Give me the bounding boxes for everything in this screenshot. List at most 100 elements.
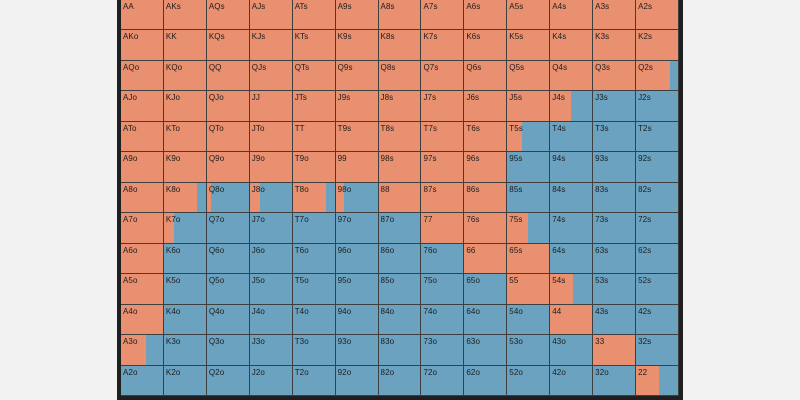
hand-cell-t7o[interactable]: T7o xyxy=(292,213,336,244)
hand-cell-k5o[interactable]: K5o xyxy=(163,274,207,305)
hand-cell-32o[interactable]: 32o xyxy=(593,365,637,396)
hand-cell-k8o[interactable]: K8o xyxy=(163,182,207,214)
hand-cell-95s[interactable]: 95s xyxy=(507,152,551,183)
hand-cell-k3s[interactable]: K3s xyxy=(593,30,637,61)
hand-cell-94s[interactable]: 94s xyxy=(550,152,594,183)
hand-cell-t3s[interactable]: T3s xyxy=(593,121,637,153)
hand-cell-a2s[interactable]: A2s xyxy=(636,0,679,31)
hand-cell-82o[interactable]: 82o xyxy=(378,365,422,396)
hand-cell-75s[interactable]: 75s xyxy=(507,213,551,244)
hand-cell-ajo[interactable]: AJo xyxy=(121,91,164,122)
hand-cell-a6s[interactable]: A6s xyxy=(464,0,508,31)
hand-cell-t2o[interactable]: T2o xyxy=(292,365,336,396)
hand-cell-96o[interactable]: 96o xyxy=(335,243,379,275)
hand-cell-72o[interactable]: 72o xyxy=(421,365,465,396)
hand-cell-kk[interactable]: KK xyxy=(163,30,207,61)
hand-cell-jto[interactable]: JTo xyxy=(249,121,293,153)
hand-cell-k8s[interactable]: K8s xyxy=(378,30,422,61)
hand-cell-k5s[interactable]: K5s xyxy=(507,30,551,61)
hand-cell-k4o[interactable]: K4o xyxy=(163,304,207,336)
hand-cell-kqs[interactable]: KQs xyxy=(206,30,250,61)
hand-cell-j2s[interactable]: J2s xyxy=(636,91,679,122)
hand-cell-97o[interactable]: 97o xyxy=(335,213,379,244)
hand-cell-a9o[interactable]: A9o xyxy=(121,152,164,183)
hand-cell-j7s[interactable]: J7s xyxy=(421,91,465,122)
hand-cell-a7s[interactable]: A7s xyxy=(421,0,465,31)
hand-cell-84s[interactable]: 84s xyxy=(550,182,594,214)
hand-cell-99[interactable]: 99 xyxy=(335,152,379,183)
hand-cell-53o[interactable]: 53o xyxy=(507,335,551,366)
hand-cell-t6s[interactable]: T6s xyxy=(464,121,508,153)
hand-cell-93o[interactable]: 93o xyxy=(335,335,379,366)
hand-cell-k7s[interactable]: K7s xyxy=(421,30,465,61)
hand-cell-63s[interactable]: 63s xyxy=(593,243,637,275)
hand-cell-83o[interactable]: 83o xyxy=(378,335,422,366)
hand-cell-q7o[interactable]: Q7o xyxy=(206,213,250,244)
hand-cell-84o[interactable]: 84o xyxy=(378,304,422,336)
hand-cell-q5s[interactable]: Q5s xyxy=(507,60,551,92)
hand-cell-88[interactable]: 88 xyxy=(378,182,422,214)
hand-cell-q8s[interactable]: Q8s xyxy=(378,60,422,92)
hand-cell-j9s[interactable]: J9s xyxy=(335,91,379,122)
hand-cell-a6o[interactable]: A6o xyxy=(121,243,164,275)
hand-cell-ajs[interactable]: AJs xyxy=(249,0,293,31)
hand-cell-73o[interactable]: 73o xyxy=(421,335,465,366)
hand-cell-96s[interactable]: 96s xyxy=(464,152,508,183)
hand-cell-t5o[interactable]: T5o xyxy=(292,274,336,305)
hand-cell-k6o[interactable]: K6o xyxy=(163,243,207,275)
hand-cell-k7o[interactable]: K7o xyxy=(163,213,207,244)
hand-cell-87s[interactable]: 87s xyxy=(421,182,465,214)
hand-cell-q4o[interactable]: Q4o xyxy=(206,304,250,336)
hand-cell-98o[interactable]: 98o xyxy=(335,182,379,214)
hand-cell-j8s[interactable]: J8s xyxy=(378,91,422,122)
hand-cell-q8o[interactable]: Q8o xyxy=(206,182,250,214)
hand-cell-q3o[interactable]: Q3o xyxy=(206,335,250,366)
hand-cell-t7s[interactable]: T7s xyxy=(421,121,465,153)
hand-cell-74s[interactable]: 74s xyxy=(550,213,594,244)
hand-cell-t2s[interactable]: T2s xyxy=(636,121,679,153)
hand-cell-t9s[interactable]: T9s xyxy=(335,121,379,153)
hand-cell-qto[interactable]: QTo xyxy=(206,121,250,153)
hand-cell-t9o[interactable]: T9o xyxy=(292,152,336,183)
hand-cell-86s[interactable]: 86s xyxy=(464,182,508,214)
hand-cell-t8o[interactable]: T8o xyxy=(292,182,336,214)
hand-cell-86o[interactable]: 86o xyxy=(378,243,422,275)
hand-cell-aks[interactable]: AKs xyxy=(163,0,207,31)
hand-cell-kjo[interactable]: KJo xyxy=(163,91,207,122)
hand-cell-kts[interactable]: KTs xyxy=(292,30,336,61)
hand-cell-ato[interactable]: ATo xyxy=(121,121,164,153)
hand-cell-82s[interactable]: 82s xyxy=(636,182,679,214)
hand-cell-77[interactable]: 77 xyxy=(421,213,465,244)
hand-cell-65s[interactable]: 65s xyxy=(507,243,551,275)
hand-cell-t5s[interactable]: T5s xyxy=(507,121,551,153)
hand-cell-53s[interactable]: 53s xyxy=(593,274,637,305)
hand-cell-a4o[interactable]: A4o xyxy=(121,304,164,336)
hand-cell-42o[interactable]: 42o xyxy=(550,365,594,396)
hand-cell-j6o[interactable]: J6o xyxy=(249,243,293,275)
hand-cell-t8s[interactable]: T8s xyxy=(378,121,422,153)
hand-cell-kto[interactable]: KTo xyxy=(163,121,207,153)
hand-cell-jj[interactable]: JJ xyxy=(249,91,293,122)
hand-cell-85s[interactable]: 85s xyxy=(507,182,551,214)
hand-cell-q4s[interactable]: Q4s xyxy=(550,60,594,92)
hand-cell-kqo[interactable]: KQo xyxy=(163,60,207,92)
hand-cell-qq[interactable]: QQ xyxy=(206,60,250,92)
hand-cell-kjs[interactable]: KJs xyxy=(249,30,293,61)
hand-cell-j3s[interactable]: J3s xyxy=(593,91,637,122)
hand-cell-a4s[interactable]: A4s xyxy=(550,0,594,31)
hand-cell-k2s[interactable]: K2s xyxy=(636,30,679,61)
hand-cell-43o[interactable]: 43o xyxy=(550,335,594,366)
hand-cell-k6s[interactable]: K6s xyxy=(464,30,508,61)
hand-cell-66[interactable]: 66 xyxy=(464,243,508,275)
hand-cell-98s[interactable]: 98s xyxy=(378,152,422,183)
hand-cell-q2o[interactable]: Q2o xyxy=(206,365,250,396)
hand-cell-95o[interactable]: 95o xyxy=(335,274,379,305)
hand-cell-aa[interactable]: AA xyxy=(121,0,164,31)
hand-cell-a3s[interactable]: A3s xyxy=(593,0,637,31)
hand-cell-94o[interactable]: 94o xyxy=(335,304,379,336)
hand-cell-k9o[interactable]: K9o xyxy=(163,152,207,183)
hand-cell-64o[interactable]: 64o xyxy=(464,304,508,336)
hand-cell-83s[interactable]: 83s xyxy=(593,182,637,214)
hand-cell-a5s[interactable]: A5s xyxy=(507,0,551,31)
hand-cell-qjo[interactable]: QJo xyxy=(206,91,250,122)
